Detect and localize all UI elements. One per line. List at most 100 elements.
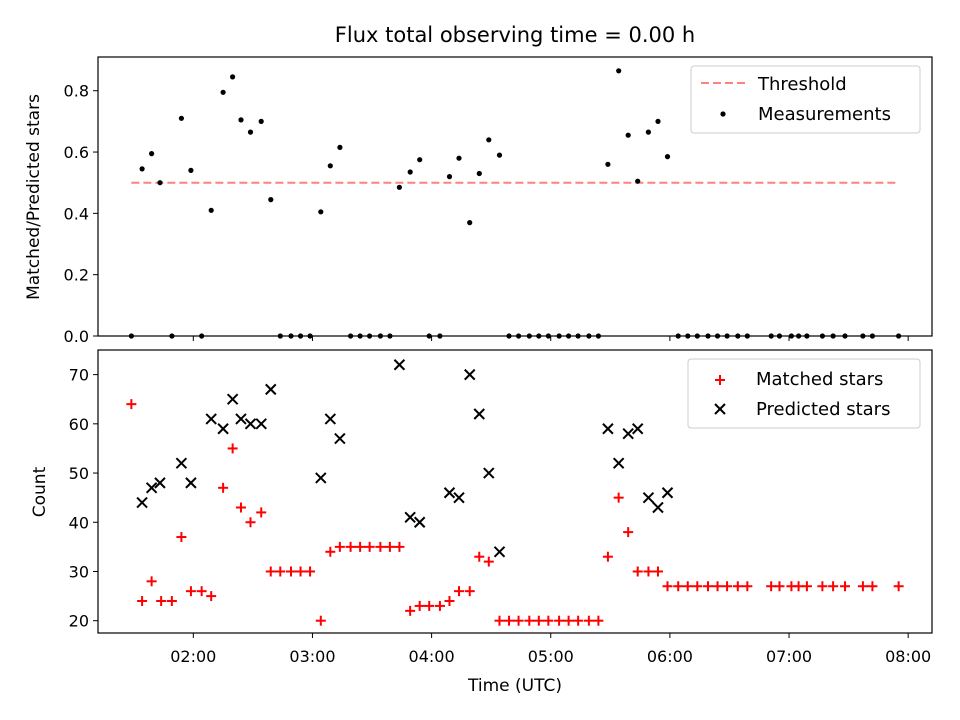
top-y-ticks: 0.0 0.2 0.4 0.6 0.8 — [64, 82, 98, 346]
matched-star-point — [712, 581, 723, 592]
measurement-point — [139, 166, 145, 172]
bottom-panel-frame — [97, 349, 933, 634]
matched-star-point — [384, 541, 395, 552]
measurement-point — [157, 180, 163, 186]
y-tick-label: 0.4 — [64, 204, 89, 223]
matched-star-point — [513, 615, 524, 626]
matched-star-point — [673, 581, 684, 592]
matched-star-point — [206, 591, 217, 602]
top-y-axis-label: Matched/Predicted stars — [24, 94, 44, 300]
matched-star-point — [218, 482, 229, 493]
measurement-point — [496, 152, 503, 158]
y-tick-label: 0.6 — [64, 143, 89, 162]
measurement-point — [220, 89, 226, 95]
predicted-star-point — [453, 491, 465, 504]
measurement-point — [417, 157, 423, 163]
matched-star-point — [265, 566, 276, 577]
measurement-point — [258, 118, 264, 124]
predicted-star-point — [315, 472, 327, 484]
measurement-point — [178, 115, 184, 121]
y-tick-label: 0.2 — [64, 266, 89, 285]
x-tick-label: 04:00 — [409, 647, 455, 666]
measurement-point — [208, 207, 214, 213]
predicted-star-point — [324, 413, 337, 425]
matched-star-point — [275, 566, 286, 577]
legend-predicted-label: Predicted stars — [756, 399, 890, 420]
y-tick-label: 30 — [69, 562, 89, 581]
measurement-point — [625, 132, 631, 138]
bottom-legend: Matched stars Predicted stars — [687, 358, 921, 429]
predicted-star-point — [473, 408, 485, 420]
bottom-panel: 20 30 40 50 60 70 02:00 03:00 04:00 05:00 06:00 07… — [30, 349, 933, 696]
matched-star-point — [613, 492, 624, 503]
matched-stars-layer — [126, 399, 904, 626]
x-tick-label: 03:00 — [289, 647, 335, 666]
predicted-star-point — [404, 511, 416, 524]
matched-star-point — [494, 615, 505, 626]
matched-star-point — [774, 581, 785, 592]
predicted-star-point — [413, 516, 426, 528]
x-tick-label: 05:00 — [528, 647, 574, 666]
measurement-point — [605, 161, 611, 167]
matched-star-point — [444, 596, 455, 607]
measurement-point — [247, 129, 254, 135]
matched-star-point — [692, 581, 703, 592]
matched-star-point — [563, 615, 574, 626]
bottom-x-axis-label: Time (UTC) — [467, 676, 562, 696]
x-tick-label: 06:00 — [647, 647, 693, 666]
matched-star-point — [867, 581, 878, 592]
predicted-star-point — [175, 457, 188, 469]
matched-star-point — [345, 541, 356, 552]
matched-star-point — [375, 541, 386, 552]
x-tick-label: 08:00 — [885, 647, 931, 666]
matched-star-point — [583, 615, 594, 626]
matched-star-point — [623, 527, 634, 538]
measurement-point — [268, 197, 274, 203]
matched-star-point — [801, 581, 812, 592]
matched-star-point — [286, 566, 297, 577]
matched-star-point — [524, 615, 535, 626]
top-panel-frame — [97, 56, 933, 337]
predicted-star-point — [642, 491, 655, 504]
matched-star-point — [722, 581, 733, 592]
predicted-star-point — [255, 418, 267, 430]
bottom-y-axis-label: Count — [30, 466, 50, 517]
measurement-point — [327, 163, 333, 169]
matched-star-point — [424, 600, 435, 611]
legend-matched-label: Matched stars — [756, 369, 883, 390]
measurement-point — [616, 68, 622, 74]
matched-star-point — [732, 581, 743, 592]
matched-star-point — [434, 600, 445, 611]
x-tick-label: 02:00 — [170, 647, 216, 666]
matched-star-point — [474, 551, 485, 562]
matched-star-point — [817, 581, 828, 592]
predicted-star-point — [226, 393, 239, 405]
matched-star-point — [662, 581, 673, 592]
bottom-legend-box — [687, 358, 921, 429]
predicted-star-point — [393, 359, 406, 371]
measurement-point — [476, 170, 482, 177]
legend-matched-swatch — [715, 375, 725, 385]
matched-star-point — [126, 399, 137, 410]
measurement-point — [635, 178, 641, 184]
matched-star-point — [682, 581, 693, 592]
matched-star-point — [137, 596, 148, 607]
predicted-star-point — [443, 487, 456, 499]
matched-star-point — [235, 502, 246, 513]
measurement-point — [238, 117, 244, 123]
predicted-star-point — [265, 383, 277, 396]
bottom-x-ticks: 02:00 03:00 04:00 05:00 06:00 07:00 08:00 — [170, 633, 931, 666]
measurement-point — [664, 154, 671, 160]
predicted-star-point — [632, 423, 644, 435]
measurement-point — [230, 74, 236, 80]
matched-star-point — [315, 615, 326, 626]
top-legend: Threshold Measurements — [690, 65, 921, 134]
measurement-point — [396, 184, 402, 190]
matched-star-point — [185, 586, 196, 597]
y-tick-label: 0.0 — [64, 327, 89, 346]
matched-star-point — [504, 615, 515, 626]
measurement-point — [446, 174, 453, 180]
predicted-star-point — [185, 477, 197, 489]
predicted-star-point — [483, 467, 495, 479]
